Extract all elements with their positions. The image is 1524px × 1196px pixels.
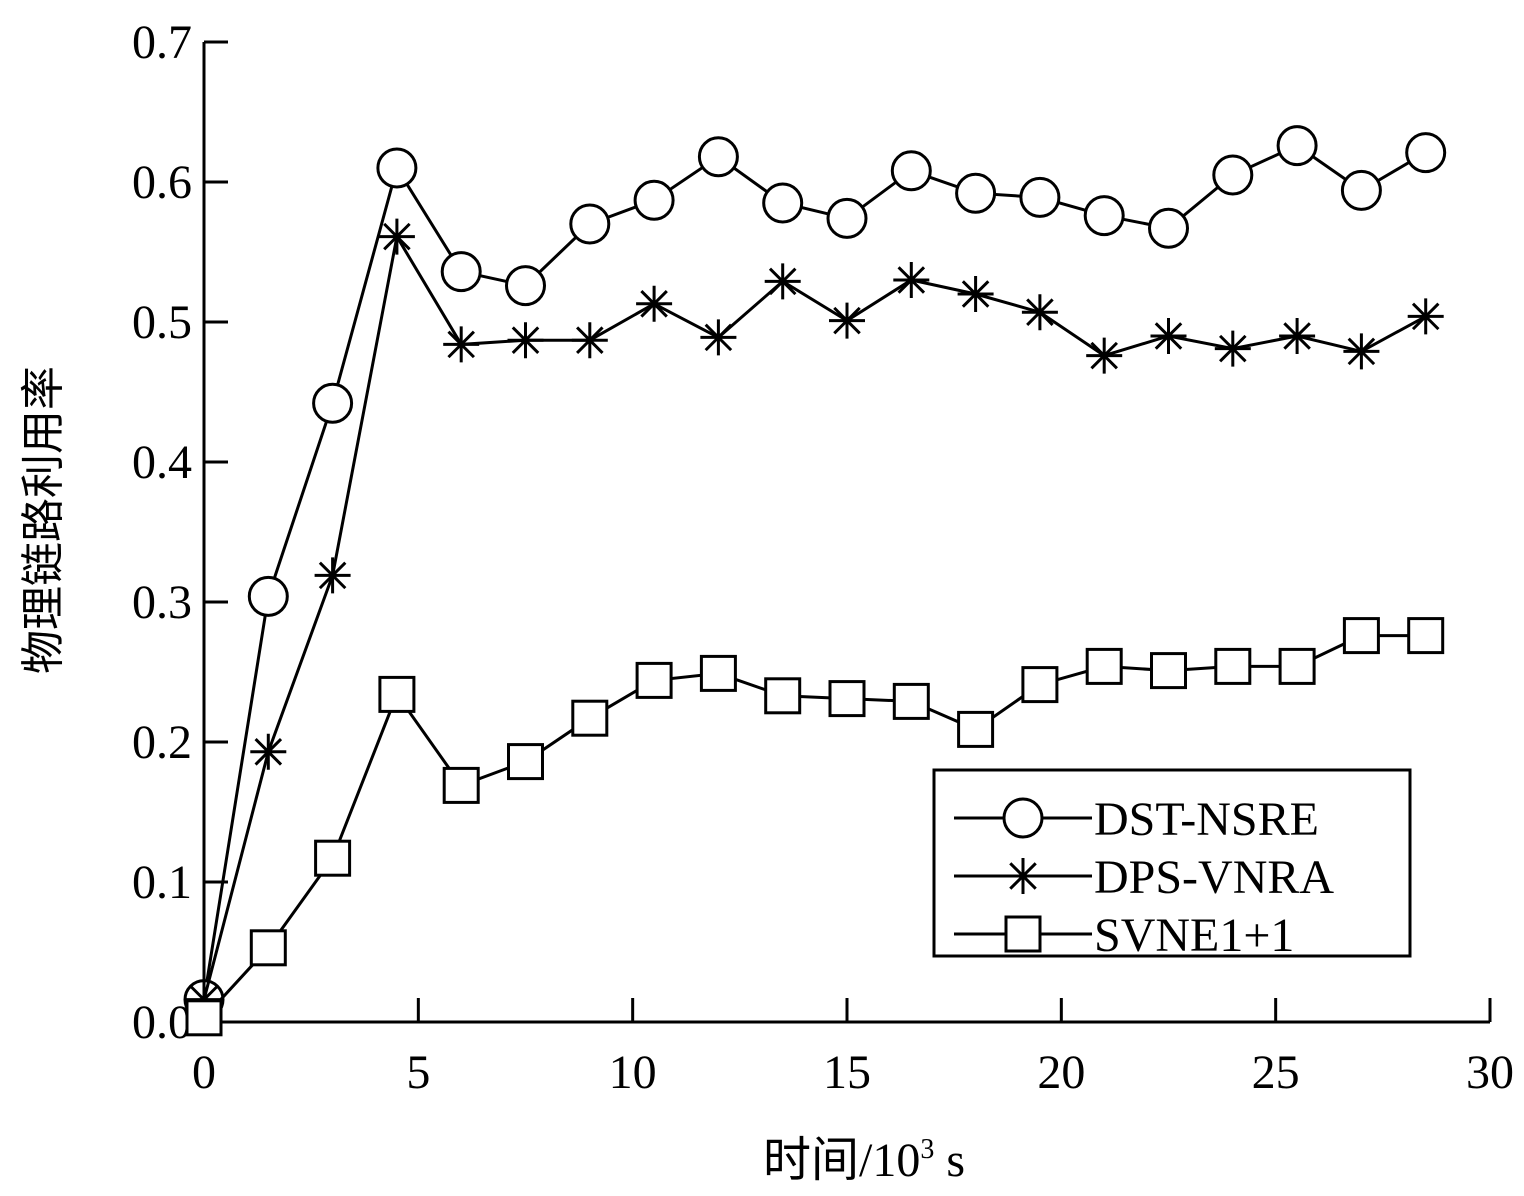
axes: 0.0 0.1 0.2 0.3 0.4 0.5 0.6 0.7 0 5 10 15 20 25 30 <box>132 16 1514 1099</box>
data-point-square <box>1021 666 1059 704</box>
data-point-asterisk <box>571 322 608 359</box>
legend-marker-circle <box>1002 797 1044 839</box>
data-point-asterisk <box>507 322 544 359</box>
data-point-square <box>1278 647 1316 685</box>
legend-marker-square <box>1004 915 1042 953</box>
data-point-circle <box>569 203 611 245</box>
data-point-asterisk <box>1150 318 1187 354</box>
x-tick-label: 5 <box>406 1046 430 1099</box>
legend-label: SVNE1+1 <box>1094 909 1294 962</box>
data-point-asterisk <box>1214 330 1251 367</box>
data-point-square <box>314 839 352 877</box>
data-point-circle <box>1340 169 1382 211</box>
data-point-square <box>764 677 802 715</box>
data-point-circle <box>1148 207 1189 249</box>
data-point-circle <box>1019 176 1061 218</box>
legend-item: DST-NSRE <box>954 793 1319 846</box>
data-point-square <box>378 675 416 713</box>
legend-item: SVNE1+1 <box>954 909 1294 962</box>
data-point-circle <box>1083 195 1125 237</box>
data-point-circle <box>955 172 997 214</box>
data-point-asterisk <box>314 557 351 594</box>
data-point-square <box>892 682 930 720</box>
data-point-asterisk <box>829 302 865 339</box>
y-tick-label: 0.0 <box>132 996 192 1049</box>
data-point-asterisk <box>1279 318 1316 354</box>
x-tick-label: 15 <box>823 1046 871 1099</box>
data-point-circle <box>247 575 289 617</box>
data-point-circle <box>1405 132 1447 174</box>
data-point-asterisk <box>1086 337 1123 374</box>
data-point-asterisk <box>700 319 737 356</box>
data-point-asterisk <box>443 326 480 363</box>
y-axis-label: 物理链路利用率 <box>19 366 68 674</box>
data-point-square <box>1150 652 1187 690</box>
data-point-circle <box>376 147 418 189</box>
data-point-square <box>1342 617 1380 655</box>
x-axis-label-main: 时间/10 <box>763 1134 920 1187</box>
x-axis-label-sup: 3 <box>920 1134 934 1165</box>
data-point-square <box>442 766 480 804</box>
series-dps-vnra <box>186 218 1444 1018</box>
data-point-square <box>249 929 287 967</box>
x-tick-label: 20 <box>1037 1046 1085 1099</box>
x-axis-label-unit: s <box>934 1134 965 1187</box>
y-tick-label: 0.2 <box>132 716 192 769</box>
data-point-circle <box>312 382 354 424</box>
x-tick-label: 30 <box>1466 1046 1514 1099</box>
x-tick-label: 10 <box>609 1046 657 1099</box>
data-point-asterisk <box>1021 294 1058 331</box>
data-point-circle <box>440 251 482 293</box>
data-point-asterisk <box>1407 298 1444 335</box>
data-point-circle <box>826 197 868 239</box>
series-svne1-1 <box>185 617 1445 1037</box>
data-point-square <box>1085 647 1123 685</box>
x-axis-label: 时间/103 s <box>763 1134 965 1187</box>
data-point-asterisk <box>893 262 930 298</box>
data-point-circle <box>1212 154 1254 196</box>
data-point-square <box>185 999 223 1037</box>
y-tick-label: 0.3 <box>132 576 192 629</box>
data-point-square <box>1407 617 1445 655</box>
data-point-circle <box>697 136 739 178</box>
data-point-asterisk <box>250 733 287 770</box>
y-tick-label: 0.4 <box>132 436 192 489</box>
x-tick-label: 25 <box>1252 1046 1300 1099</box>
data-point-asterisk <box>764 263 801 300</box>
data-point-square <box>957 710 995 748</box>
data-point-asterisk <box>636 285 673 322</box>
data-point-circle <box>890 150 932 192</box>
legend-item: DPS-VNRA <box>954 851 1334 904</box>
data-point-asterisk <box>957 276 994 312</box>
data-point-asterisk <box>1343 333 1380 370</box>
data-point-square <box>507 743 544 781</box>
data-point-circle <box>762 182 804 224</box>
series-dst-nsre <box>183 125 1447 1021</box>
legend-label: DPS-VNRA <box>1094 851 1334 904</box>
legend-marker-asterisk <box>1005 858 1041 894</box>
data-point-circle <box>505 265 546 307</box>
data-point-square <box>699 654 737 692</box>
data-point-square <box>635 661 673 699</box>
data-point-square <box>571 699 609 737</box>
x-tick-label: 0 <box>192 1046 216 1099</box>
y-tick-label: 0.6 <box>132 156 192 209</box>
y-tick-label: 0.5 <box>132 296 192 349</box>
data-point-square <box>828 680 866 718</box>
data-point-circle <box>1276 125 1318 167</box>
data-point-circle <box>633 179 675 221</box>
series-group <box>183 125 1447 1037</box>
series-line <box>202 232 1427 1000</box>
y-tick-label: 0.7 <box>132 16 192 69</box>
data-point-asterisk <box>378 218 415 255</box>
y-tick-label: 0.1 <box>132 856 192 909</box>
legend-label: DST-NSRE <box>1094 793 1319 846</box>
data-point-square <box>1214 647 1252 685</box>
